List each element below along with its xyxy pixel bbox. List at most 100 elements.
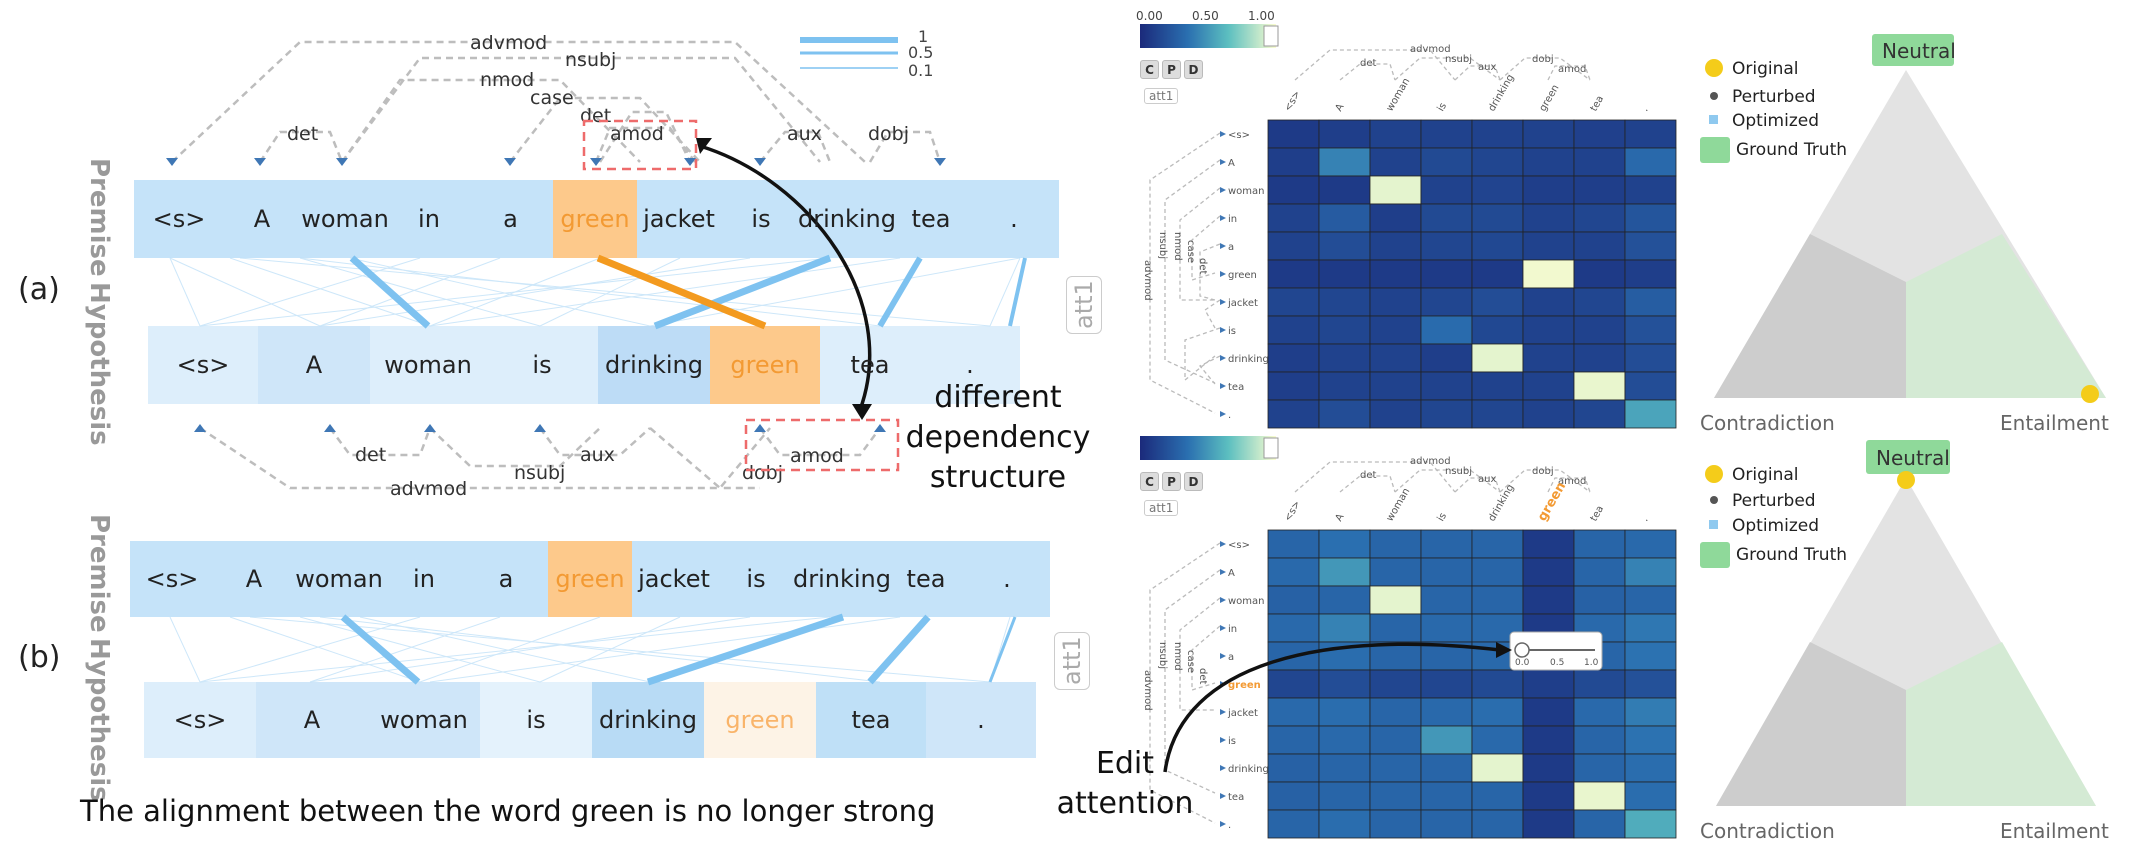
premise-token[interactable]: jacket <box>643 205 715 233</box>
heatmap-cell[interactable] <box>1573 231 1626 261</box>
heatmap-cell[interactable] <box>1522 809 1575 839</box>
heatmap-cell[interactable] <box>1471 231 1524 261</box>
heatmap-cell[interactable] <box>1624 175 1677 205</box>
hypothesis-token[interactable]: tea <box>850 351 890 379</box>
heatmap-cell[interactable] <box>1471 669 1524 699</box>
premise-token[interactable]: is <box>751 205 771 233</box>
heatmap-cell[interactable] <box>1573 287 1626 317</box>
heatmap-cell[interactable] <box>1267 557 1320 587</box>
heatmap-cell[interactable] <box>1471 371 1524 401</box>
hypothesis-token-b[interactable]: woman <box>380 706 468 734</box>
heatmap-cell[interactable] <box>1573 781 1626 811</box>
heatmap-cell[interactable] <box>1369 613 1422 643</box>
heatmap-cell[interactable] <box>1624 315 1677 345</box>
heatmap-cell[interactable] <box>1420 585 1473 615</box>
heatmap-cell[interactable] <box>1420 231 1473 261</box>
heatmap-cell[interactable] <box>1267 781 1320 811</box>
premise-token-b[interactable]: . <box>1003 565 1011 593</box>
premise-token-b[interactable]: A <box>245 565 263 593</box>
heatmap-cell[interactable] <box>1624 753 1677 783</box>
hypothesis-token[interactable]: A <box>305 351 323 379</box>
hypothesis-token[interactable]: . <box>966 351 974 379</box>
heatmap-cell[interactable] <box>1267 315 1320 345</box>
heatmap-cell[interactable] <box>1624 613 1677 643</box>
heatmap-cell[interactable] <box>1471 287 1524 317</box>
heatmap-cell[interactable] <box>1420 203 1473 233</box>
heatmap-cell[interactable] <box>1624 557 1677 587</box>
heatmap-cell[interactable] <box>1369 287 1422 317</box>
heatmap-cell[interactable] <box>1624 203 1677 233</box>
heatmap-cell[interactable] <box>1318 399 1371 429</box>
heatmap-cell[interactable] <box>1318 557 1371 587</box>
heatmap-cell[interactable] <box>1267 343 1320 373</box>
heatmap-cell[interactable] <box>1420 259 1473 289</box>
heatmap-cell[interactable] <box>1624 697 1677 727</box>
hypothesis-token[interactable]: woman <box>384 351 472 379</box>
heatmap-cell[interactable] <box>1522 343 1575 373</box>
hypothesis-token[interactable]: is <box>532 351 552 379</box>
heatmap-cell[interactable] <box>1318 753 1371 783</box>
heatmap-cell[interactable] <box>1522 669 1575 699</box>
heatmap-cell[interactable] <box>1369 809 1422 839</box>
heatmap-cell[interactable] <box>1471 399 1524 429</box>
heatmap-cell[interactable] <box>1267 231 1320 261</box>
heatmap-cell[interactable] <box>1522 725 1575 755</box>
heatmap-cell[interactable] <box>1318 669 1371 699</box>
heatmap-cell[interactable] <box>1624 287 1677 317</box>
heatmap-cell[interactable] <box>1267 529 1320 559</box>
hypothesis-token-b[interactable]: is <box>526 706 546 734</box>
button-c-bottom[interactable]: C <box>1140 472 1159 491</box>
hypothesis-token-b[interactable]: tea <box>851 706 891 734</box>
premise-token-green[interactable]: green <box>560 205 630 233</box>
button-d[interactable]: D <box>1184 60 1203 79</box>
heatmap-cell[interactable] <box>1420 697 1473 727</box>
heatmap-cell[interactable] <box>1420 287 1473 317</box>
premise-token-b[interactable]: <s> <box>145 565 199 593</box>
hypothesis-token-b[interactable]: . <box>977 706 985 734</box>
heatmap-cell[interactable] <box>1318 781 1371 811</box>
heatmap-cell[interactable] <box>1573 203 1626 233</box>
heatmap-cell[interactable] <box>1267 175 1320 205</box>
heatmap-cell[interactable] <box>1369 259 1422 289</box>
heatmap-cell[interactable] <box>1318 343 1371 373</box>
heatmap-cell[interactable] <box>1471 119 1524 149</box>
heatmap-cell[interactable] <box>1420 147 1473 177</box>
heatmap-cell[interactable] <box>1420 613 1473 643</box>
heatmap-cell[interactable] <box>1420 399 1473 429</box>
heatmap-cell[interactable] <box>1471 809 1524 839</box>
heatmap-cell[interactable] <box>1522 231 1575 261</box>
hypothesis-token[interactable]: drinking <box>605 351 703 379</box>
heatmap-cell[interactable] <box>1420 371 1473 401</box>
heatmap-cell[interactable] <box>1624 585 1677 615</box>
heatmap-att-label[interactable]: att1 <box>1144 88 1179 104</box>
heatmap-cell[interactable] <box>1624 343 1677 373</box>
heatmap-cell[interactable] <box>1369 669 1422 699</box>
heatmap-cell[interactable] <box>1318 697 1371 727</box>
premise-token-b[interactable]: in <box>413 565 435 593</box>
heatmap-cell[interactable] <box>1420 753 1473 783</box>
button-p-bottom[interactable]: P <box>1162 472 1181 491</box>
heatmap-cell[interactable] <box>1471 753 1524 783</box>
heatmap-cell[interactable] <box>1369 725 1422 755</box>
heatmap-cell[interactable] <box>1522 557 1575 587</box>
heatmap-cell[interactable] <box>1471 203 1524 233</box>
premise-token[interactable]: A <box>253 205 271 233</box>
attention-slider[interactable]: 0.0 0.5 1.0 <box>1509 631 1603 671</box>
heatmap-cell[interactable] <box>1267 399 1320 429</box>
heatmap-cell[interactable] <box>1471 315 1524 345</box>
heatmap-cell[interactable] <box>1318 371 1371 401</box>
hypothesis-token-green-b[interactable]: green <box>725 706 795 734</box>
heatmap-cell[interactable] <box>1267 147 1320 177</box>
heatmap-cell[interactable] <box>1369 399 1422 429</box>
heatmap-cell[interactable] <box>1318 315 1371 345</box>
heatmap-cell[interactable] <box>1624 809 1677 839</box>
heatmap-cell[interactable] <box>1624 371 1677 401</box>
heatmap-cell[interactable] <box>1471 585 1524 615</box>
premise-token[interactable]: drinking <box>798 205 896 233</box>
premise-token-b[interactable]: woman <box>295 565 383 593</box>
premise-token-green-b[interactable]: green <box>555 565 625 593</box>
hypothesis-token-b[interactable]: <s> <box>173 706 227 734</box>
heatmap-cell[interactable] <box>1573 585 1626 615</box>
heatmap-cell[interactable] <box>1369 147 1422 177</box>
button-p[interactable]: P <box>1162 60 1181 79</box>
